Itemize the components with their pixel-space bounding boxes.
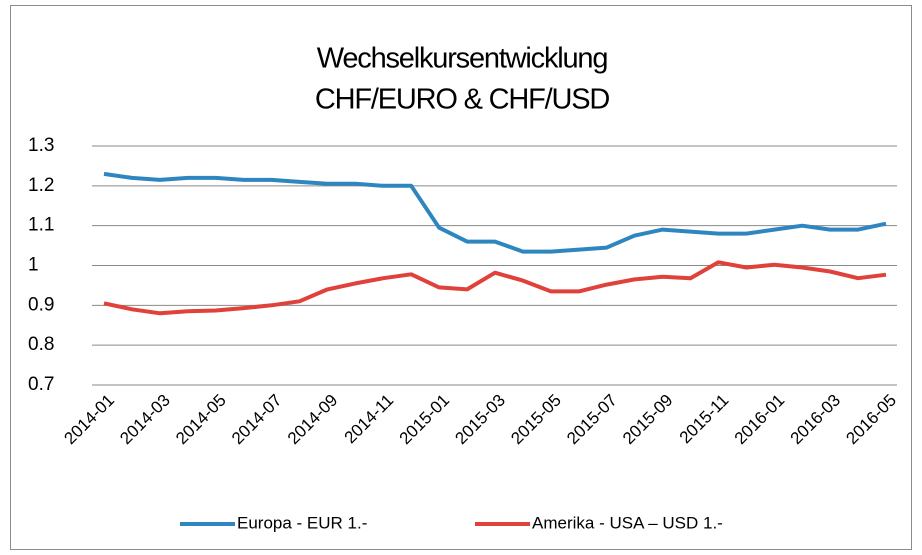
series-line	[103, 260, 887, 316]
legend-label: Amerika - USA – USD 1.-	[532, 513, 723, 532]
chart-border	[10, 5, 912, 550]
chart-title: CHF/EURO & CHF/USD	[315, 84, 609, 116]
legend-label: Europa - EUR 1.-	[237, 513, 367, 532]
y-tick-label: 1	[28, 255, 39, 276]
series-line	[103, 171, 887, 254]
y-tick-label: 1.2	[28, 175, 54, 196]
legend: Europa - EUR 1.- Amerika - USA – USD 1.-	[180, 513, 723, 532]
y-tick-label: 0.8	[28, 334, 54, 355]
y-tick-label: 1.3	[28, 135, 54, 156]
y-tick-label: 1.1	[28, 215, 54, 236]
y-tick-label: 0.9	[28, 294, 54, 315]
plot	[103, 171, 887, 316]
y-tick-label: 0.7	[28, 374, 54, 395]
chart-title: Wechselkursentwicklung	[317, 43, 608, 75]
